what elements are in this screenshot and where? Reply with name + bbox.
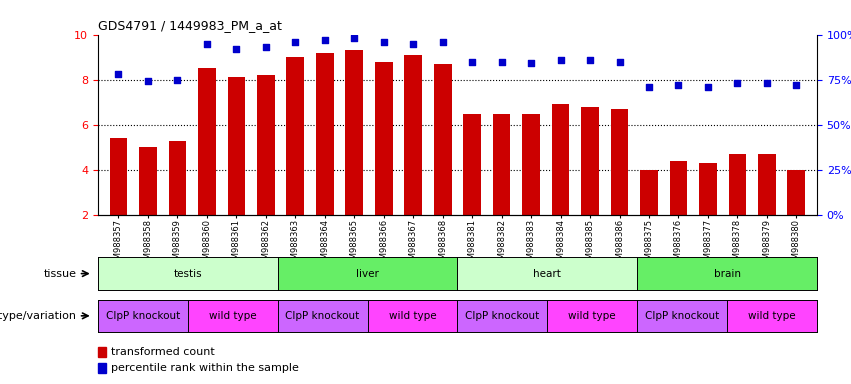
Point xyxy=(671,82,685,88)
Bar xyxy=(139,147,157,215)
Bar xyxy=(670,161,688,215)
Bar xyxy=(728,154,746,215)
Bar xyxy=(758,154,776,215)
Bar xyxy=(316,53,334,215)
Point xyxy=(407,41,420,47)
Bar xyxy=(375,62,392,215)
Text: wild type: wild type xyxy=(208,311,256,321)
Point xyxy=(760,80,774,86)
Bar xyxy=(523,114,540,215)
Bar xyxy=(287,57,304,215)
Point xyxy=(465,59,479,65)
Text: ClpP knockout: ClpP knockout xyxy=(645,311,719,321)
Bar xyxy=(581,107,599,215)
Text: brain: brain xyxy=(714,268,740,279)
Text: heart: heart xyxy=(534,268,562,279)
Point xyxy=(111,71,125,77)
Text: transformed count: transformed count xyxy=(111,347,214,357)
Point xyxy=(790,82,803,88)
Point xyxy=(259,44,272,50)
Point xyxy=(200,41,214,47)
Point xyxy=(347,35,361,41)
Point xyxy=(701,84,715,90)
Point xyxy=(436,39,449,45)
FancyBboxPatch shape xyxy=(98,347,106,357)
Text: ClpP knockout: ClpP knockout xyxy=(465,311,540,321)
Text: testis: testis xyxy=(174,268,202,279)
Bar xyxy=(699,163,717,215)
Text: GDS4791 / 1449983_PM_a_at: GDS4791 / 1449983_PM_a_at xyxy=(98,19,282,32)
Point xyxy=(377,39,391,45)
Text: liver: liver xyxy=(356,268,379,279)
Text: percentile rank within the sample: percentile rank within the sample xyxy=(111,363,299,373)
Text: wild type: wild type xyxy=(568,311,616,321)
Bar xyxy=(404,55,422,215)
Bar xyxy=(434,64,452,215)
Point xyxy=(613,59,626,65)
Point xyxy=(494,59,508,65)
Bar xyxy=(640,170,658,215)
Text: wild type: wild type xyxy=(389,311,437,321)
Text: tissue: tissue xyxy=(43,268,77,279)
Point xyxy=(643,84,656,90)
Point xyxy=(318,37,332,43)
Text: ClpP knockout: ClpP knockout xyxy=(106,311,180,321)
Point xyxy=(524,60,538,66)
Point xyxy=(730,80,744,86)
Point xyxy=(288,39,302,45)
Bar xyxy=(463,114,481,215)
Bar xyxy=(198,68,216,215)
Point xyxy=(583,57,597,63)
Point xyxy=(554,57,568,63)
Point xyxy=(230,46,243,52)
Bar xyxy=(257,75,275,215)
Text: ClpP knockout: ClpP knockout xyxy=(285,311,360,321)
Bar xyxy=(551,104,569,215)
Point xyxy=(141,78,155,84)
Bar xyxy=(227,78,245,215)
FancyBboxPatch shape xyxy=(98,363,106,373)
Text: genotype/variation: genotype/variation xyxy=(0,311,77,321)
Text: wild type: wild type xyxy=(748,311,796,321)
Bar xyxy=(346,50,363,215)
Bar xyxy=(168,141,186,215)
Point xyxy=(171,77,185,83)
Bar xyxy=(493,114,511,215)
Bar xyxy=(110,138,128,215)
Bar xyxy=(787,170,805,215)
Bar xyxy=(611,109,628,215)
